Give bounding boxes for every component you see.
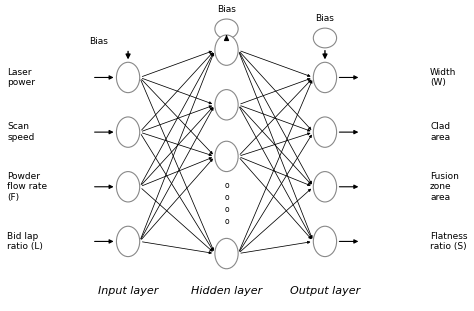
Text: Hidden layer: Hidden layer (191, 286, 262, 296)
Text: Bias: Bias (316, 14, 334, 23)
Text: Bid lap
ratio (L): Bid lap ratio (L) (7, 232, 43, 251)
Text: Output layer: Output layer (290, 286, 360, 296)
Text: o: o (224, 181, 229, 190)
Text: Flatness
ratio (S): Flatness ratio (S) (430, 232, 468, 251)
Text: Width
(W): Width (W) (430, 68, 456, 87)
Text: Bias: Bias (90, 37, 109, 46)
Text: Bias: Bias (217, 5, 236, 14)
Text: o: o (224, 193, 229, 202)
Ellipse shape (215, 141, 238, 172)
Text: Powder
flow rate
(F): Powder flow rate (F) (7, 172, 47, 202)
Ellipse shape (313, 28, 337, 48)
Text: Clad
area: Clad area (430, 123, 450, 142)
Text: Laser
power: Laser power (7, 68, 35, 87)
Ellipse shape (313, 117, 337, 147)
Text: Scan
speed: Scan speed (7, 123, 35, 142)
Ellipse shape (117, 226, 140, 257)
Text: Fusion
zone
area: Fusion zone area (430, 172, 459, 202)
Ellipse shape (313, 62, 337, 93)
Ellipse shape (215, 19, 238, 39)
Ellipse shape (215, 90, 238, 120)
Text: o: o (224, 217, 229, 226)
Ellipse shape (117, 172, 140, 202)
Ellipse shape (313, 226, 337, 257)
Text: Input layer: Input layer (98, 286, 158, 296)
Ellipse shape (117, 62, 140, 93)
Ellipse shape (215, 239, 238, 269)
Ellipse shape (215, 35, 238, 65)
Ellipse shape (117, 117, 140, 147)
Text: o: o (224, 205, 229, 214)
Ellipse shape (313, 172, 337, 202)
